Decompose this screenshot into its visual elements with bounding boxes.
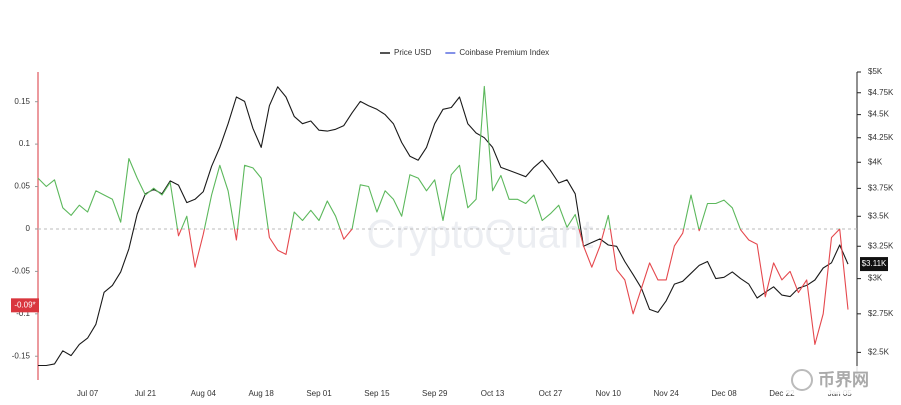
y2-tick-label: $3.75K bbox=[868, 183, 894, 192]
x-tick-label: Nov 10 bbox=[596, 389, 622, 398]
y2-tick-label: $4.25K bbox=[868, 133, 894, 142]
y2-tick-label: $5K bbox=[868, 67, 883, 76]
x-tick-label: Aug 04 bbox=[191, 389, 217, 398]
y2-tick-label: $4.75K bbox=[868, 88, 894, 97]
x-tick-label: Dec 22 bbox=[769, 389, 795, 398]
y2-tick-label: $3K bbox=[868, 274, 883, 283]
y2-tick-label: $4.5K bbox=[868, 110, 890, 119]
y-tick-label: -0.1 bbox=[16, 309, 30, 318]
x-tick-label: Aug 18 bbox=[248, 389, 274, 398]
y2-tick-label: $2.5K bbox=[868, 347, 890, 356]
current-label: -0.09* bbox=[14, 300, 35, 309]
y2-tick-label: $3.25K bbox=[868, 241, 894, 250]
y2-tick-label: $3.5K bbox=[868, 211, 890, 220]
corner-logo: 币界网 bbox=[818, 370, 869, 389]
x-tick-label: Jul 07 bbox=[77, 389, 99, 398]
x-tick-label: Sep 29 bbox=[422, 389, 448, 398]
x-tick-label: Nov 24 bbox=[653, 389, 679, 398]
logo-box bbox=[786, 366, 894, 394]
logo-icon bbox=[791, 369, 813, 391]
x-tick-label: Sep 15 bbox=[364, 389, 390, 398]
x-tick-label: Oct 27 bbox=[539, 389, 563, 398]
current-label: $3.11K bbox=[862, 259, 887, 268]
y-tick-label: 0.05 bbox=[14, 182, 30, 191]
current-badge bbox=[11, 298, 39, 313]
y-tick-label: -0.15 bbox=[12, 351, 31, 360]
watermark: CryptoQuant bbox=[367, 213, 594, 257]
y-tick-label: 0 bbox=[26, 224, 31, 233]
y-tick-label: 0.1 bbox=[19, 139, 31, 148]
legend-label: Coinbase Premium Index bbox=[459, 48, 549, 57]
series-line bbox=[37, 85, 849, 345]
series-line bbox=[38, 86, 849, 367]
x-tick-label: Dec 08 bbox=[711, 389, 737, 398]
current-badge bbox=[860, 257, 888, 272]
y2-tick-label: $2.75K bbox=[868, 309, 894, 318]
y-tick-label: -0.05 bbox=[12, 267, 31, 276]
x-tick-label: Sep 01 bbox=[306, 389, 332, 398]
y2-tick-label: $4K bbox=[868, 157, 883, 166]
legend-label: Price USD bbox=[394, 48, 432, 57]
y-tick-label: 0.15 bbox=[14, 97, 30, 106]
x-tick-label: Jul 21 bbox=[135, 389, 157, 398]
x-tick-label: Oct 13 bbox=[481, 389, 505, 398]
